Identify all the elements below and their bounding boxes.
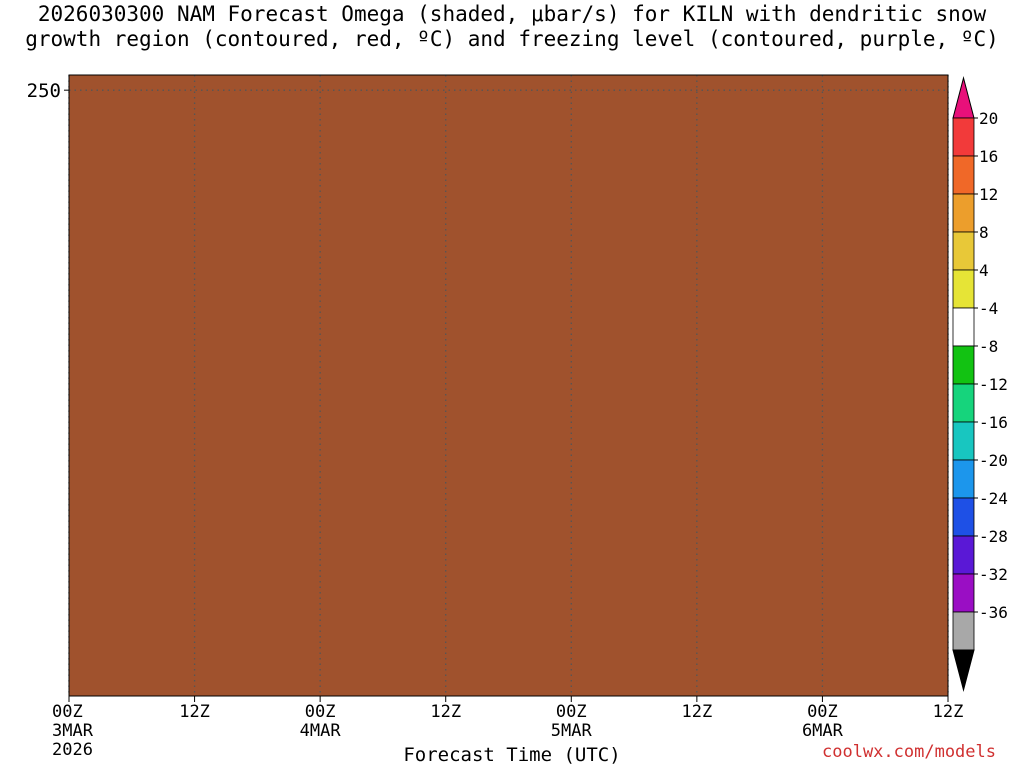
omega-level-4 [494, 0, 500, 54]
chart-title-line2: growth region (contoured, red, ºC) and f… [25, 27, 999, 51]
chart-title: 2026030300 NAM Forecast Omega (shaded, μ… [0, 2, 1024, 52]
colorbar-swatch-12 [952, 573, 975, 613]
plot-frame [68, 74, 949, 697]
x-tick-day-0: 3MAR [52, 721, 94, 741]
colorbar-swatch-10 [952, 497, 975, 537]
colorbar-label-8: -16 [979, 413, 1008, 432]
x-tick-label-12: 12Z [179, 702, 210, 722]
y-tick-label-250: 250 [27, 80, 61, 102]
colorbar-label-1: 16 [979, 147, 998, 166]
colorbar-swatch-4 [952, 269, 975, 309]
omega-level--16 [241, 0, 249, 43]
colorbar: 20 16 12 8 4 -4 -8 -12 -16 -20 -24 -28 -32 -36 [952, 76, 1008, 692]
terrain-layer [69, 75, 948, 696]
x-tick-day-24: 4MAR [300, 721, 342, 741]
colorbar-swatch-11 [952, 535, 975, 575]
omega-cell-17h [237, 0, 252, 63]
colorbar-label-5: -4 [979, 299, 998, 318]
colorbar-swatch-5 [952, 307, 975, 347]
x-axis-title: Forecast Time (UTC) [403, 744, 621, 766]
colorbar-label-6: -8 [979, 337, 998, 356]
colorbar-swatch-8 [952, 421, 975, 461]
x-tick-label-24: 00Z [305, 702, 336, 722]
colorbar-top-arrow [952, 76, 975, 119]
omega-level--8 [237, 0, 252, 63]
colorbar-label-11: -28 [979, 527, 1008, 546]
credit-text: coolwx.com/models [822, 742, 996, 762]
colorbar-swatch-7 [952, 383, 975, 423]
colorbar-label-10: -24 [979, 489, 1008, 508]
colorbar-label-13: -36 [979, 603, 1008, 622]
omega-rise-41h [494, 0, 500, 54]
x-tick-label-84: 12Z [933, 702, 964, 722]
terrain-fill [69, 75, 948, 696]
colorbar-label-4: 4 [979, 261, 989, 280]
colorbar-swatch-6 [952, 345, 975, 385]
colorbar-swatch-3 [952, 231, 975, 271]
colorbar-label-9: -20 [979, 451, 1008, 470]
y-axis: 2503003504004505005506006507007508008509… [27, 80, 69, 102]
colorbar-label-7: -12 [979, 375, 1008, 394]
colorbar-label-2: 12 [979, 185, 998, 204]
x-tick-label-36: 12Z [430, 702, 461, 722]
x-tick-day-72: 6MAR [802, 721, 844, 741]
x-tick-day-48: 5MAR [551, 721, 593, 741]
x-tick-label-72: 00Z [807, 702, 838, 722]
colorbar-swatch-1 [952, 155, 975, 195]
colorbar-label-0: 20 [979, 109, 998, 128]
colorbar-label-12: -32 [979, 565, 1008, 584]
omega-level--12 [240, 0, 251, 52]
x-tick-label-0: 00Z [52, 702, 83, 722]
x-tick-year-0: 2026 [52, 740, 93, 760]
x-tick-label-48: 00Z [556, 702, 587, 722]
colorbar-swatch-9 [952, 459, 975, 499]
colorbar-swatch-0 [952, 117, 975, 157]
colorbar-swatch-13 [952, 611, 975, 651]
colorbar-label-3: 8 [979, 223, 989, 242]
colorbar-bottom-arrow [952, 649, 975, 692]
colorbar-swatch-2 [952, 193, 975, 233]
x-tick-label-60: 12Z [681, 702, 712, 722]
chart-title-line1: 2026030300 NAM Forecast Omega (shaded, μ… [37, 2, 987, 26]
